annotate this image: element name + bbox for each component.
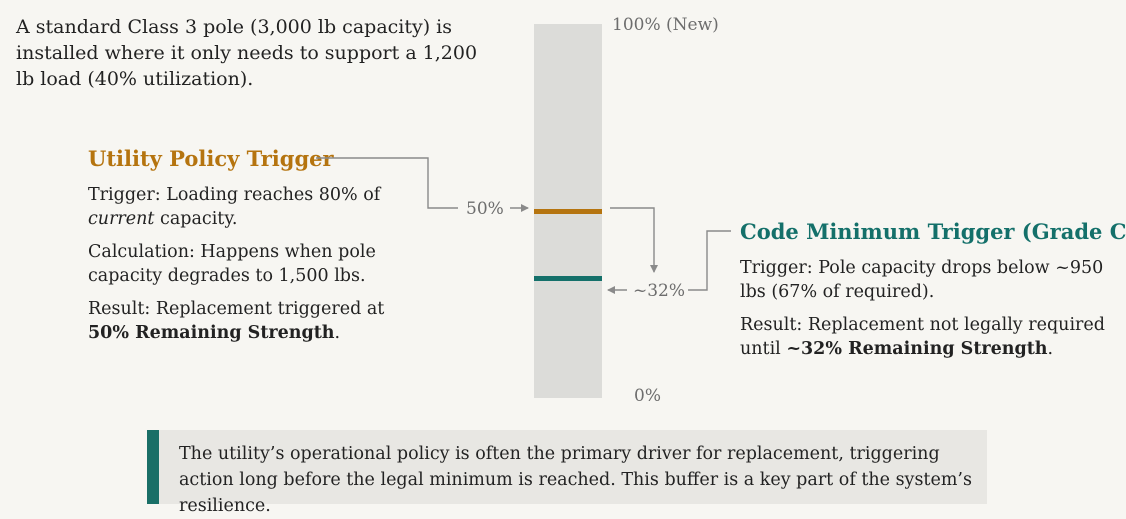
connector-lines [316,157,731,294]
drop-arrow [610,207,658,273]
policy-title: Utility Policy Trigger [88,146,334,171]
scale-top-label: 100% (New) [612,15,719,35]
strength-bar [534,24,602,398]
code-result: Result: Replacement not legally required… [740,313,1105,361]
callout-box: The utility’s operational policy is ofte… [147,430,987,516]
intro-text: A standard Class 3 pole (3,000 lb capaci… [16,16,478,90]
code-connector [688,230,731,291]
code-marker-line [534,275,602,281]
policy-marker-line [534,208,602,214]
policy-calculation: Calculation: Happens when pole capacity … [88,242,376,286]
code-result-prefix: Result: Replacement not legally required… [740,315,1105,359]
policy-panel: Utility Policy Trigger Trigger: Loading … [88,146,408,345]
scale-bottom-label: 0% [634,386,661,406]
code-panel: Code Minimum Trigger (Grade C) Trigger: … [740,219,1126,361]
policy-result-prefix: Result: Replacement triggered at [88,299,385,319]
policy-result-suffix: . [334,323,341,343]
policy-result-bold: 50% Remaining Strength [88,323,335,343]
callout-text: The utility’s operational policy is ofte… [179,444,972,516]
policy-trigger-prefix: Trigger: Loading reaches 80% of [88,185,381,205]
policy-trigger-suffix: capacity. [154,209,238,229]
policy-result: Result: Replacement triggered at 50% Rem… [88,297,388,345]
code-title: Code Minimum Trigger (Grade C) [740,219,1126,244]
policy-trigger-emphasis: current [88,209,155,229]
code-marker-label: ~32% [633,281,686,301]
policy-marker-label: 50% [466,199,504,219]
code-result-bold: ~32% Remaining Strength [786,339,1048,359]
callout-accent-bar [147,430,159,504]
code-result-suffix: . [1047,339,1054,359]
policy-connector [316,157,458,209]
policy-trigger: Trigger: Loading reaches 80% of current … [88,183,398,231]
code-trigger: Trigger: Pole capacity drops below ~950 … [740,258,1104,302]
